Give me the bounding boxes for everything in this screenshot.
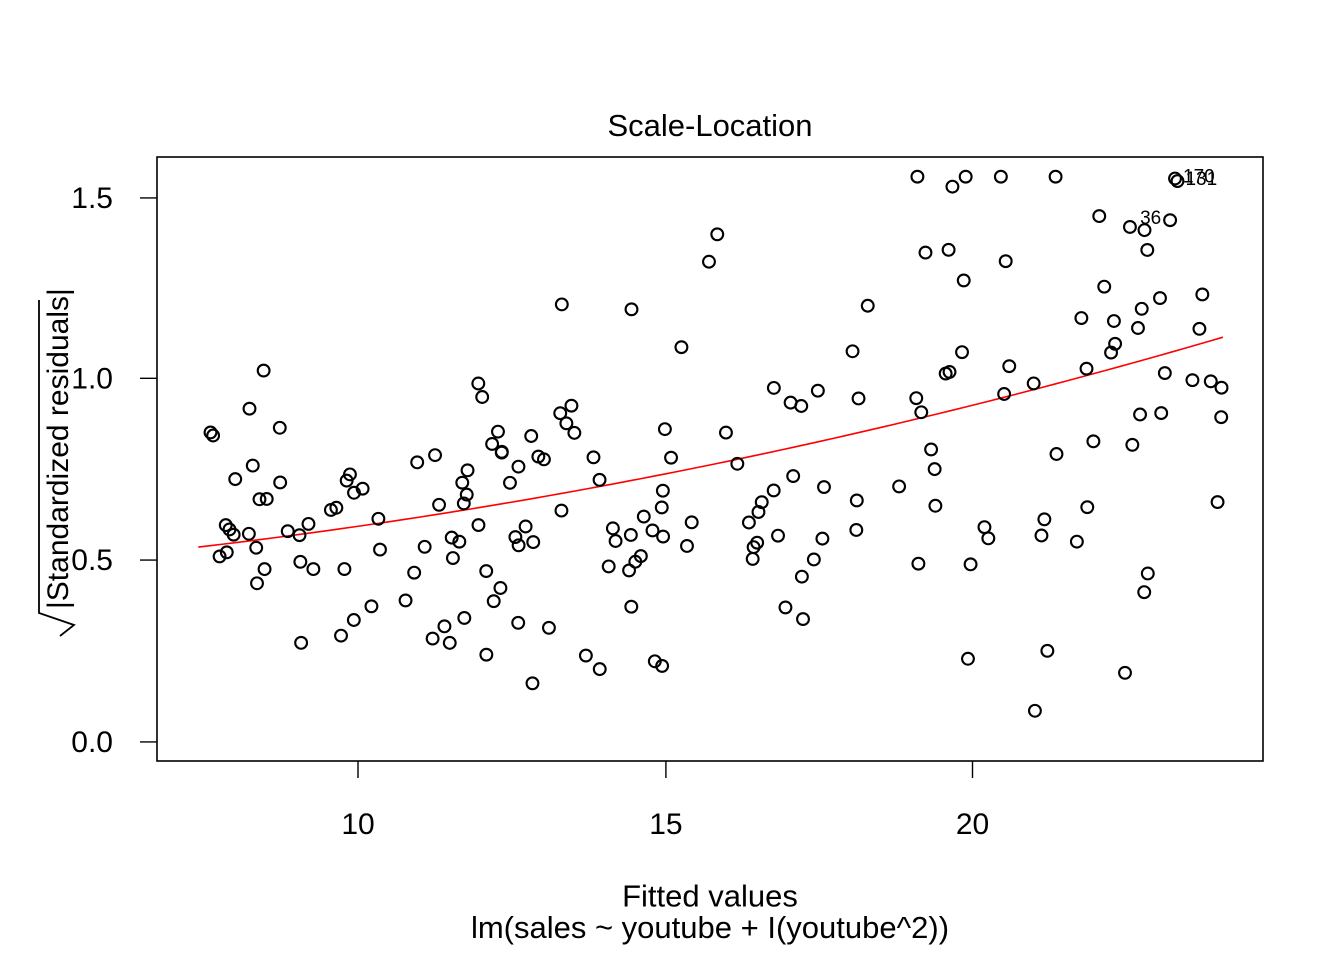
svg-text:15: 15 [649,808,682,841]
svg-text:Scale-Location: Scale-Location [607,108,812,143]
svg-text:lm(sales ~ youtube + I(youtube: lm(sales ~ youtube + I(youtube^2)) [471,910,949,945]
svg-text:0.5: 0.5 [71,544,113,577]
svg-text:131: 131 [1185,169,1217,190]
svg-text:|Standardized residuals|: |Standardized residuals| [42,288,75,609]
svg-text:20: 20 [956,808,989,841]
svg-text:10: 10 [341,808,374,841]
svg-text:0.0: 0.0 [71,726,113,759]
svg-text:36: 36 [1140,208,1161,229]
svg-text:1.5: 1.5 [71,182,113,215]
svg-text:Fitted values: Fitted values [622,879,798,914]
svg-text:1.0: 1.0 [71,362,113,395]
